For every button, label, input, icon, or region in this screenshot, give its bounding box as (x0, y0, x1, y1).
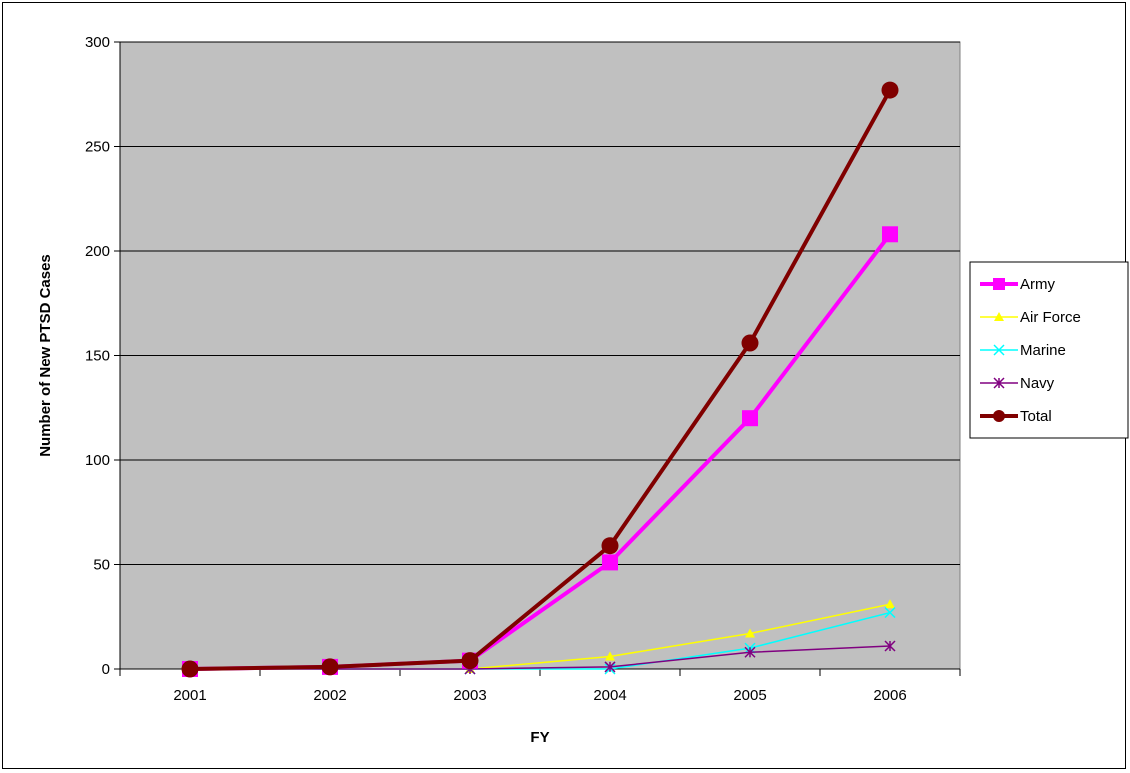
point-navy-2005 (744, 646, 756, 658)
legend-marker-army (993, 278, 1005, 290)
y-tick-label: 50 (93, 557, 110, 574)
point-total-2001 (181, 660, 199, 678)
x-tick-label-2002: 2002 (313, 687, 346, 704)
point-army-2004 (602, 554, 618, 571)
point-air-force-2006 (885, 599, 895, 609)
legend: Army Air Force Marine Navy Total (969, 261, 1129, 439)
x-tick-label-2006: 2006 (873, 687, 906, 704)
point-army-2006 (882, 226, 898, 243)
y-tick-label: 300 (85, 34, 110, 51)
y-tick-label: 0 (102, 661, 110, 678)
point-army-2005 (742, 410, 758, 427)
legend-item-army: Army (980, 276, 1055, 293)
legend-label-marine: Marine (1020, 342, 1066, 359)
point-total-2005 (741, 334, 759, 352)
x-tick-label-2001: 2001 (173, 687, 206, 704)
legend-label-navy: Navy (1020, 375, 1055, 392)
x-tick-label-2004: 2004 (593, 687, 626, 704)
legend-marker-total (993, 410, 1005, 422)
legend-label-total: Total (1020, 408, 1052, 425)
legend-item-navy: Navy (980, 375, 1055, 392)
point-total-2002 (321, 658, 339, 676)
legend-marker-navy (993, 377, 1005, 389)
y-tick-label: 200 (85, 243, 110, 260)
point-marine-2006 (884, 607, 896, 619)
x-tick-label-2003: 2003 (453, 687, 486, 704)
legend-item-total: Total (980, 408, 1052, 425)
y-tick-label: 250 (85, 139, 110, 156)
point-air-force-2005 (745, 628, 755, 638)
series-line-total (189, 89, 892, 671)
point-total-2006 (881, 81, 899, 99)
legend-item-air-force: Air Force (980, 309, 1081, 326)
gridlines (120, 41, 960, 565)
point-navy-2004 (604, 661, 616, 673)
legend-marker-air-force (994, 312, 1004, 321)
point-total-2003 (461, 652, 479, 670)
legend-item-marine: Marine (980, 342, 1066, 359)
x-axis-title: FY (530, 729, 549, 746)
x-tick-label-2005: 2005 (733, 687, 766, 704)
y-tick-label: 150 (85, 348, 110, 365)
series-lines (181, 81, 899, 678)
point-air-force-2004 (605, 651, 615, 661)
point-navy-2006 (884, 640, 896, 652)
legend-marker-marine (993, 344, 1005, 356)
legend-label-air-force: Air Force (1020, 309, 1081, 326)
point-total-2004 (601, 537, 619, 555)
y-axis-title: Number of New PTSD Cases (37, 254, 54, 457)
legend-label-army: Army (1020, 276, 1055, 293)
y-tick-label: 100 (85, 452, 110, 469)
series-total (181, 81, 899, 678)
